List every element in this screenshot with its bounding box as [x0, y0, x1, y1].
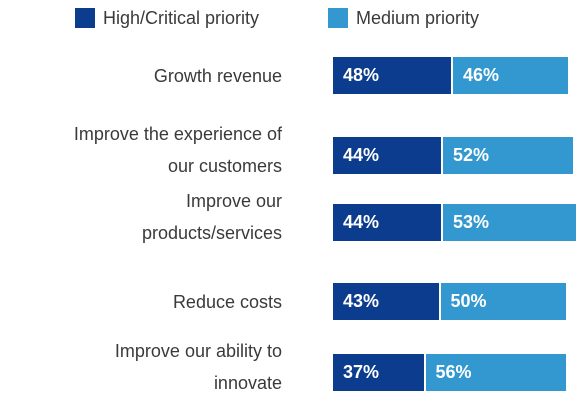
legend-swatch — [328, 8, 348, 28]
bar-segment — [425, 354, 566, 391]
bar-segment — [333, 137, 441, 174]
legend-text: Medium priority — [356, 8, 480, 28]
value-label: 37% — [343, 362, 380, 382]
legend-text: High/Critical priority — [103, 8, 260, 28]
bar-segment — [333, 354, 424, 391]
value-label: 44% — [343, 145, 380, 165]
bar-segment — [440, 283, 566, 320]
bar-segment — [333, 57, 451, 94]
bar-segment — [333, 204, 441, 241]
value-label: 53% — [453, 212, 490, 232]
value-label: 56% — [435, 362, 472, 382]
category-label: Reduce costs — [172, 291, 282, 312]
value-label: 44% — [343, 212, 380, 232]
value-label: 50% — [450, 291, 487, 311]
value-label: 52% — [453, 145, 490, 165]
value-label: 46% — [463, 65, 500, 85]
bar-segment — [443, 137, 573, 174]
bar-segment — [333, 283, 439, 320]
value-label: 43% — [343, 291, 380, 311]
legend-swatch — [75, 8, 95, 28]
category-label: Improve the experience of our customers — [73, 123, 282, 176]
bar-segment — [453, 57, 568, 94]
category-label: Growth revenue — [153, 65, 282, 86]
category-label: Improve our ability to innovate — [114, 340, 282, 393]
value-label: 48% — [343, 65, 380, 85]
bar-segment — [443, 204, 576, 241]
category-label: Improve our products/services — [141, 190, 282, 243]
